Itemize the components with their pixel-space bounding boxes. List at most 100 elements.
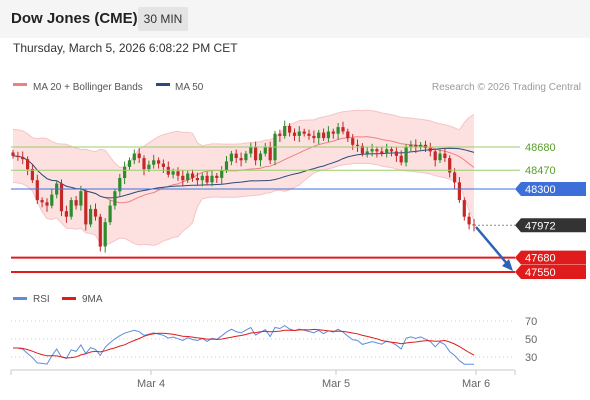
candle-body xyxy=(375,149,379,152)
candle-body xyxy=(414,144,418,147)
candle-body xyxy=(244,153,248,161)
x-label-mar4: Mar 4 xyxy=(137,378,165,390)
candle-body xyxy=(200,175,204,181)
candle-body xyxy=(11,152,15,156)
candle-body xyxy=(181,175,185,181)
level-label-48470: 48470 xyxy=(525,165,556,177)
candle-body xyxy=(297,131,301,136)
forecast-arrow-shaft xyxy=(475,226,510,267)
candle-body xyxy=(380,151,384,154)
candle-body xyxy=(59,183,64,212)
candle-body xyxy=(307,133,311,136)
candle-body xyxy=(331,131,335,134)
candle-body xyxy=(69,200,73,217)
candle-body xyxy=(433,151,437,161)
candle-body xyxy=(89,208,93,225)
datetime-label: Thursday, March 5, 2026 6:08:22 PM CET xyxy=(13,41,238,55)
candle-body xyxy=(258,153,263,161)
candle-body xyxy=(399,155,403,163)
candle-body xyxy=(108,205,112,223)
copyright-label: Research © 2026 Trading Central xyxy=(432,82,581,93)
candle-body xyxy=(21,157,25,160)
ma9-legend-label: 9MA xyxy=(82,294,103,305)
candle-body xyxy=(123,166,127,178)
candle-body xyxy=(462,200,466,217)
rsi-line xyxy=(13,325,474,365)
candle-body xyxy=(45,202,49,206)
candle-body xyxy=(93,208,98,217)
candle-body xyxy=(370,149,374,152)
level-tag-47550 xyxy=(515,265,586,279)
candle-body xyxy=(312,135,316,139)
candle-body xyxy=(132,153,136,161)
level-tag-47972 xyxy=(515,218,586,233)
instrument-title: Dow Jones (CME) xyxy=(11,10,138,27)
candle-body xyxy=(16,155,20,157)
rsi-tick-70: 70 xyxy=(525,316,537,328)
candle-body xyxy=(394,151,398,156)
candle-body xyxy=(249,147,253,154)
candle-body xyxy=(50,194,54,206)
candle-body xyxy=(190,173,195,178)
level-tag-48300 xyxy=(515,182,586,196)
bollinger-upper-line xyxy=(12,109,475,168)
candle-body xyxy=(419,144,423,147)
candle-body xyxy=(195,178,199,181)
candle-body xyxy=(351,138,355,145)
candle-body xyxy=(113,191,117,206)
candle-body xyxy=(443,153,447,158)
candle-body xyxy=(224,161,229,171)
candle-body xyxy=(467,216,471,225)
forecast-arrow-head xyxy=(502,259,513,271)
candle-body xyxy=(103,222,107,247)
rsi-legend-label: RSI xyxy=(33,294,50,305)
candle-body xyxy=(404,147,408,163)
candle-body xyxy=(283,126,287,136)
candle-body xyxy=(176,171,180,176)
candle-body xyxy=(438,153,442,161)
candle-body xyxy=(152,160,156,165)
candle-body xyxy=(239,158,243,161)
candle-body xyxy=(341,127,345,132)
level-lines: 48680 48470 48300 47972 47680 47550 xyxy=(11,142,586,279)
level-label-47972: 47972 xyxy=(525,220,556,232)
candle-body xyxy=(385,149,389,154)
level-tag-47680 xyxy=(515,250,586,265)
candle-body xyxy=(229,153,233,162)
rsi-panel: 70 50 30 xyxy=(11,316,537,365)
rsi-tick-30: 30 xyxy=(525,352,537,364)
bollinger-lower-line xyxy=(12,162,475,246)
level-label-47550: 47550 xyxy=(525,267,556,279)
candle-body xyxy=(428,148,432,152)
candle-body xyxy=(288,126,292,133)
price-panel: 48680 48470 48300 47972 47680 47550 xyxy=(11,109,586,279)
candle-body xyxy=(35,180,39,201)
candle-body xyxy=(205,175,209,183)
candle-body xyxy=(322,132,326,139)
candle-body xyxy=(365,151,369,154)
candle-body xyxy=(64,211,68,217)
x-label-mar5: Mar 5 xyxy=(322,378,350,390)
level-label-48300: 48300 xyxy=(525,184,556,196)
candle-body xyxy=(355,144,360,146)
candle-body xyxy=(137,153,141,158)
rsi-9ma-line xyxy=(13,328,475,359)
timeframe-badge[interactable]: 30 MIN xyxy=(138,7,188,31)
candle-body xyxy=(127,160,132,167)
candle-body xyxy=(360,145,364,154)
candle-body xyxy=(263,147,267,154)
candle-body xyxy=(268,147,272,161)
candle-body xyxy=(317,132,321,139)
candle-body xyxy=(98,216,102,247)
candle-body xyxy=(409,144,413,147)
candle-body xyxy=(186,173,190,181)
candle-body xyxy=(302,131,306,134)
candle-body xyxy=(40,200,44,203)
candle-body xyxy=(215,175,219,178)
candle-body xyxy=(166,166,170,175)
candle-body xyxy=(118,178,122,192)
candle-body xyxy=(30,169,34,181)
candle-body xyxy=(79,191,83,206)
candle-body xyxy=(220,170,224,178)
